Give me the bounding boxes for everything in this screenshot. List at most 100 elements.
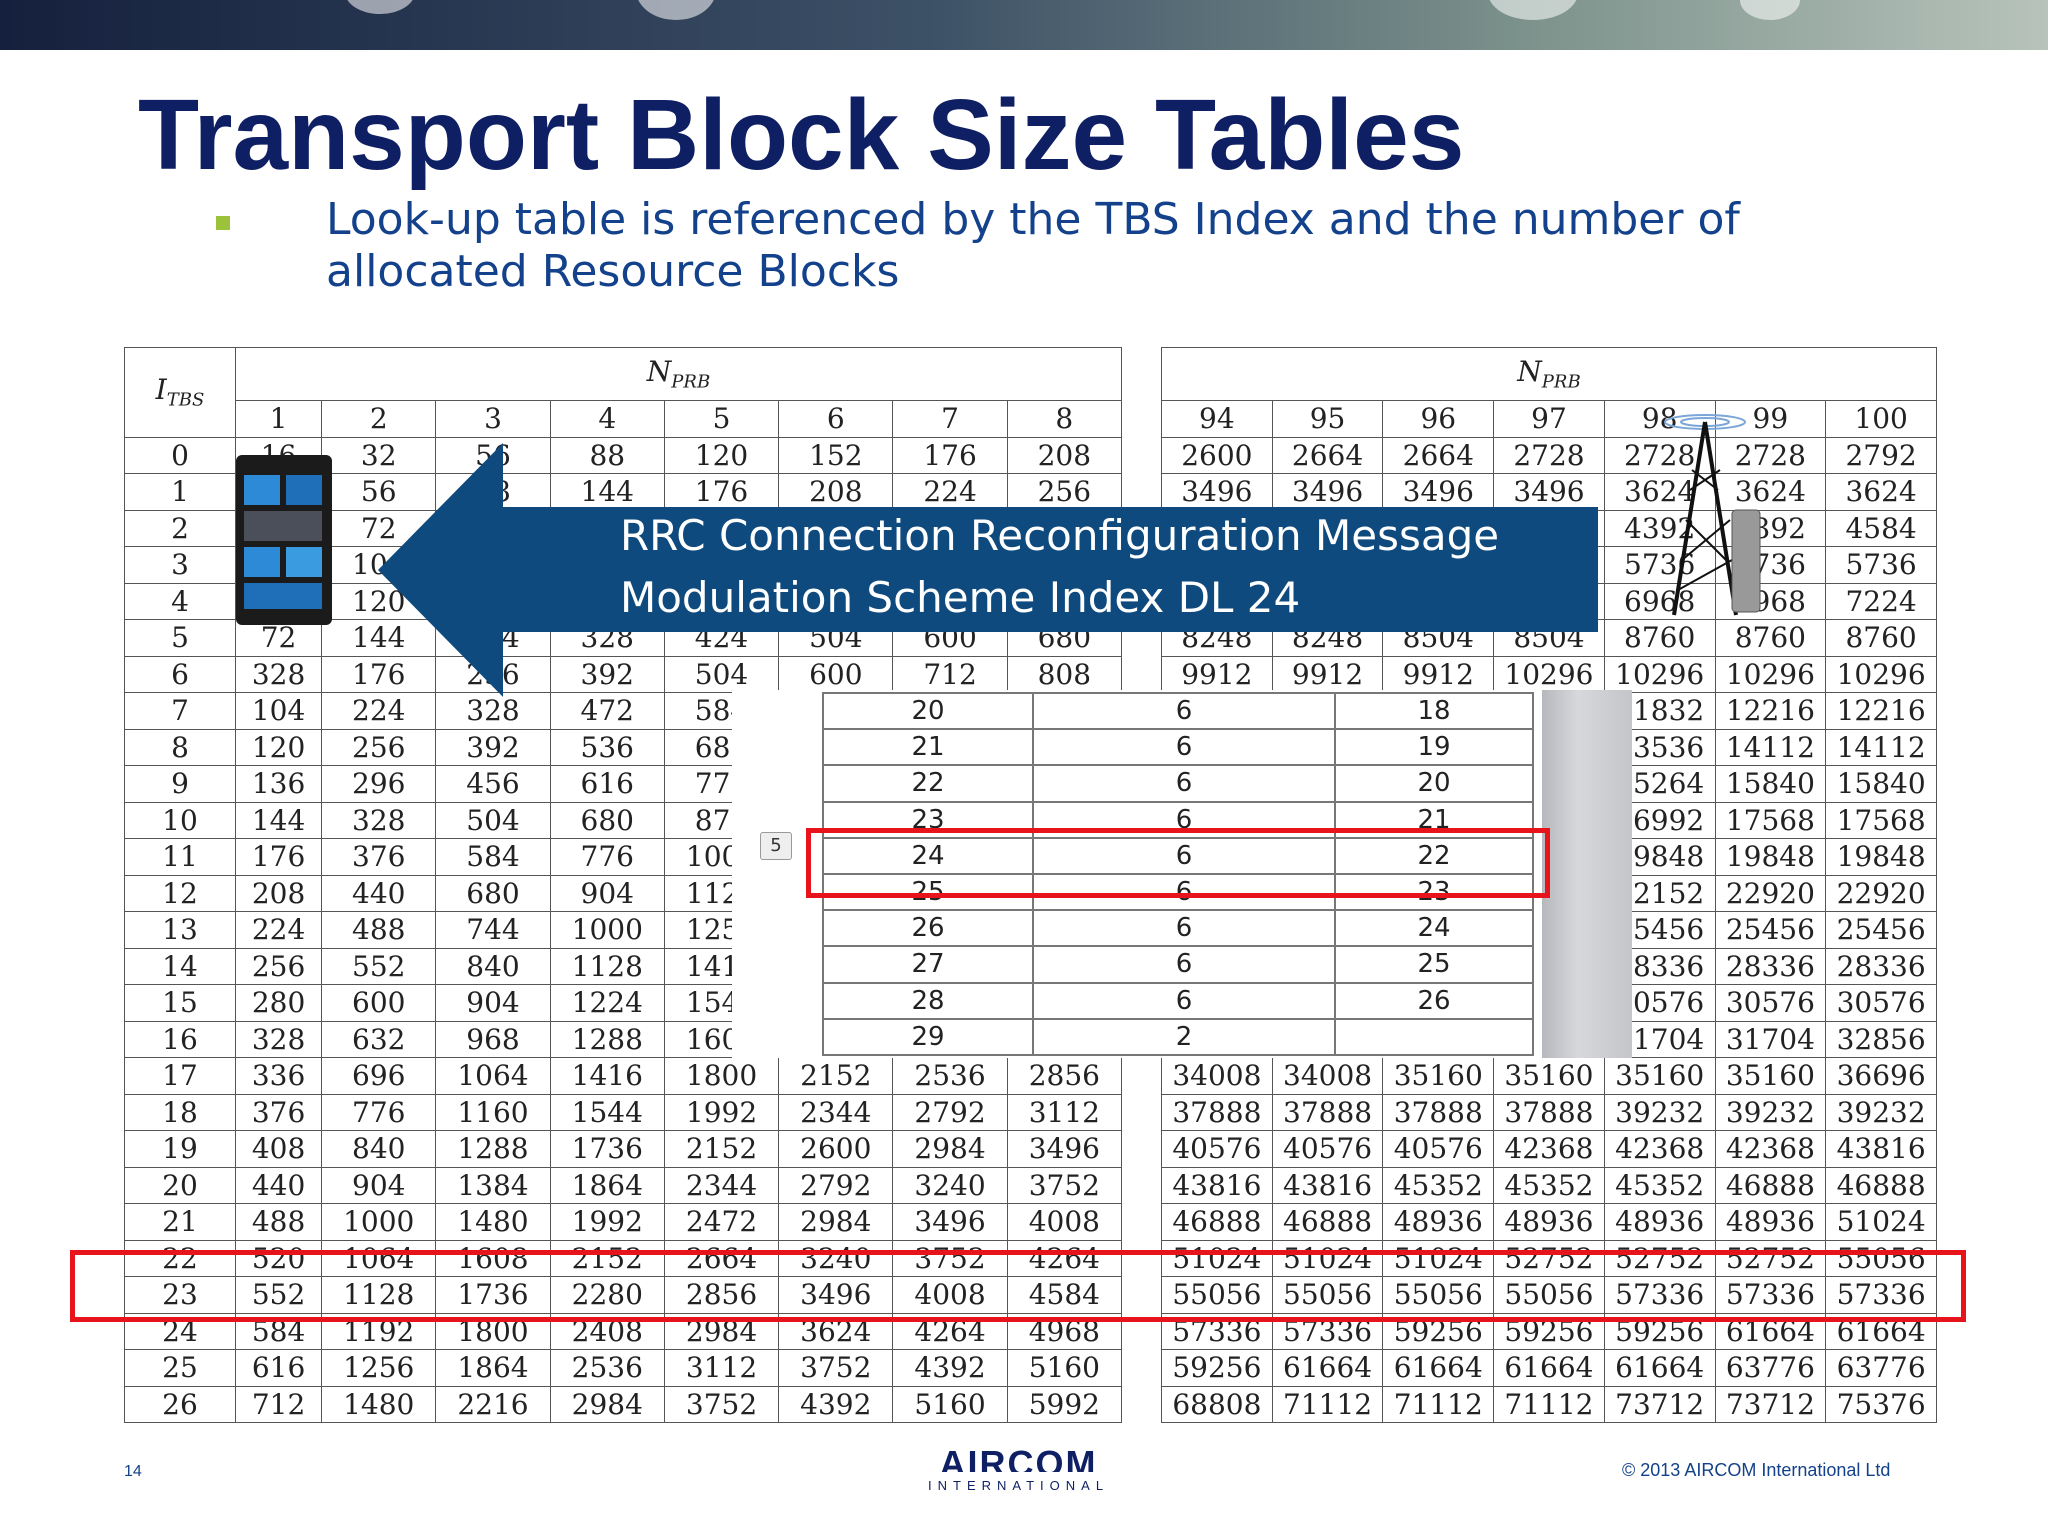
table-cell: 73712 — [1714, 1385, 1827, 1423]
table-cell: 392 — [549, 655, 665, 693]
table-cell: 2 — [1032, 1017, 1336, 1056]
table-cell: 3752 — [892, 1239, 1008, 1277]
table-cell: 2728 — [1493, 436, 1605, 474]
table-cell: 51024 — [1161, 1239, 1273, 1277]
table-cell: 2984 — [778, 1203, 894, 1241]
table-cell: 4008 — [892, 1276, 1008, 1314]
table-cell: 3752 — [1006, 1166, 1123, 1204]
table-cell: 4 — [124, 582, 236, 620]
table-cell: 8760 — [1603, 619, 1716, 657]
table-cell: 25456 — [1714, 911, 1827, 949]
table-cell: 4392 — [1603, 509, 1716, 547]
table-cell: 280 — [234, 984, 323, 1022]
table-cell: 57336 — [1825, 1276, 1937, 1314]
table-cell: 29 — [822, 1017, 1034, 1056]
table-cell: 2536 — [549, 1349, 665, 1387]
table-cell: 8 — [124, 728, 236, 766]
table-cell: 3240 — [778, 1239, 894, 1277]
table-row: 24 6 22 — [822, 836, 1534, 875]
banner-bubble — [345, 0, 415, 14]
table-cell: 22 — [1334, 836, 1534, 875]
page-badge[interactable]: 5 — [760, 832, 792, 860]
table-cell: 11 — [124, 838, 236, 876]
table-cell: 40576 — [1161, 1130, 1273, 1168]
table-cell: 328 — [234, 1020, 323, 1058]
table-cell: 1128 — [321, 1276, 437, 1314]
table-cell: 2600 — [1161, 436, 1273, 474]
table-cell: 6 — [1032, 764, 1336, 803]
table-cell: 4584 — [1006, 1276, 1123, 1314]
table-cell: 35160 — [1493, 1057, 1605, 1095]
table-cell: 28336 — [1825, 947, 1937, 985]
table-cell: 1800 — [663, 1057, 780, 1095]
table-cell: 328 — [435, 692, 551, 730]
column-header: 8 — [1006, 400, 1123, 438]
table-cell: 104 — [321, 546, 437, 584]
table-cell: 208 — [435, 582, 551, 620]
table-cell: 584 — [435, 838, 551, 876]
table-cell: 2984 — [892, 1130, 1008, 1168]
column-header: 2 — [321, 400, 437, 438]
table-cell: 17 — [124, 1057, 236, 1095]
table-cell: 61664 — [1603, 1349, 1716, 1387]
table-cell: 336 — [234, 1057, 323, 1095]
table-cell: 2984 — [549, 1385, 665, 1423]
table-cell: 2664 — [1382, 436, 1495, 474]
table-cell: 680 — [549, 801, 665, 839]
table-cell: 32 — [321, 436, 437, 474]
table-cell: 2664 — [1271, 436, 1384, 474]
smartphone-icon — [236, 455, 332, 625]
table-cell: 744 — [435, 911, 551, 949]
table-row: 34008 34008 35160 35160 35160 35160 36696 — [1161, 1057, 1937, 1095]
table-cell: 12216 — [1825, 692, 1937, 730]
table-cell: 51024 — [1825, 1203, 1937, 1241]
table-cell: 68808 — [1161, 1385, 1273, 1423]
table-cell: 10296 — [1493, 655, 1605, 693]
table-cell: 46888 — [1271, 1203, 1384, 1241]
highlight-mcs-24 — [806, 828, 1550, 898]
table-row: 26 712 1480 2216 2984 3752 4392 5160 5992 — [124, 1385, 1123, 1423]
table-row: 18 376 776 1160 1544 1992 2344 2792 3112 — [124, 1093, 1123, 1131]
table-cell: 1992 — [549, 1203, 665, 1241]
table-cell: 440 — [234, 1166, 323, 1204]
table-cell: 19848 — [1825, 838, 1937, 876]
column-header: 94 — [1161, 400, 1273, 438]
table-row: 46888 46888 48936 48936 48936 48936 51024 — [1161, 1203, 1937, 1241]
table-cell: 5736 — [1493, 546, 1605, 584]
table-cell: 3624 — [1714, 473, 1827, 511]
table-cell: 43816 — [1161, 1166, 1273, 1204]
table-cell: 136 — [234, 765, 323, 803]
table-cell: 46888 — [1714, 1166, 1827, 1204]
table-cell: 2600 — [778, 1130, 894, 1168]
table-cell: 144 — [435, 509, 551, 547]
table-cell: 42368 — [1493, 1130, 1605, 1168]
table-cell: 8760 — [1714, 619, 1827, 657]
table-cell: 61664 — [1271, 1349, 1384, 1387]
table-cell: 5160 — [1006, 1349, 1123, 1387]
table-cell: 16 — [124, 1020, 236, 1058]
table-cell: 2 — [124, 509, 236, 547]
table-cell: 14112 — [1714, 728, 1827, 766]
table-cell: 30576 — [1714, 984, 1827, 1022]
table-cell: 17568 — [1825, 801, 1937, 839]
table-cell: 2344 — [778, 1093, 894, 1131]
table-cell: 456 — [435, 765, 551, 803]
table-cell: 472 — [549, 692, 665, 730]
inset-scrollbar[interactable] — [1542, 690, 1632, 1058]
table-cell: 968 — [435, 1020, 551, 1058]
table-cell: 13 — [124, 911, 236, 949]
table-cell: 2728 — [1603, 436, 1716, 474]
callout-text: RRC Connection Reconfiguration Message M… — [620, 505, 1499, 629]
table-cell: 26 — [1334, 981, 1534, 1020]
table-cell: 7224 — [1825, 582, 1937, 620]
table-cell: 3624 — [1825, 473, 1937, 511]
table-cell: 256 — [435, 655, 551, 693]
table-cell: 42368 — [1714, 1130, 1827, 1168]
table-cell: 9912 — [1382, 655, 1495, 693]
table-cell: 1864 — [435, 1349, 551, 1387]
table-row: 21 488 1000 1480 1992 2472 2984 3496 4008 — [124, 1203, 1123, 1241]
table-cell: 88 — [549, 436, 665, 474]
column-header: 5 — [663, 400, 780, 438]
table-cell: 1000 — [321, 1203, 437, 1241]
table-cell: 808 — [1006, 655, 1123, 693]
